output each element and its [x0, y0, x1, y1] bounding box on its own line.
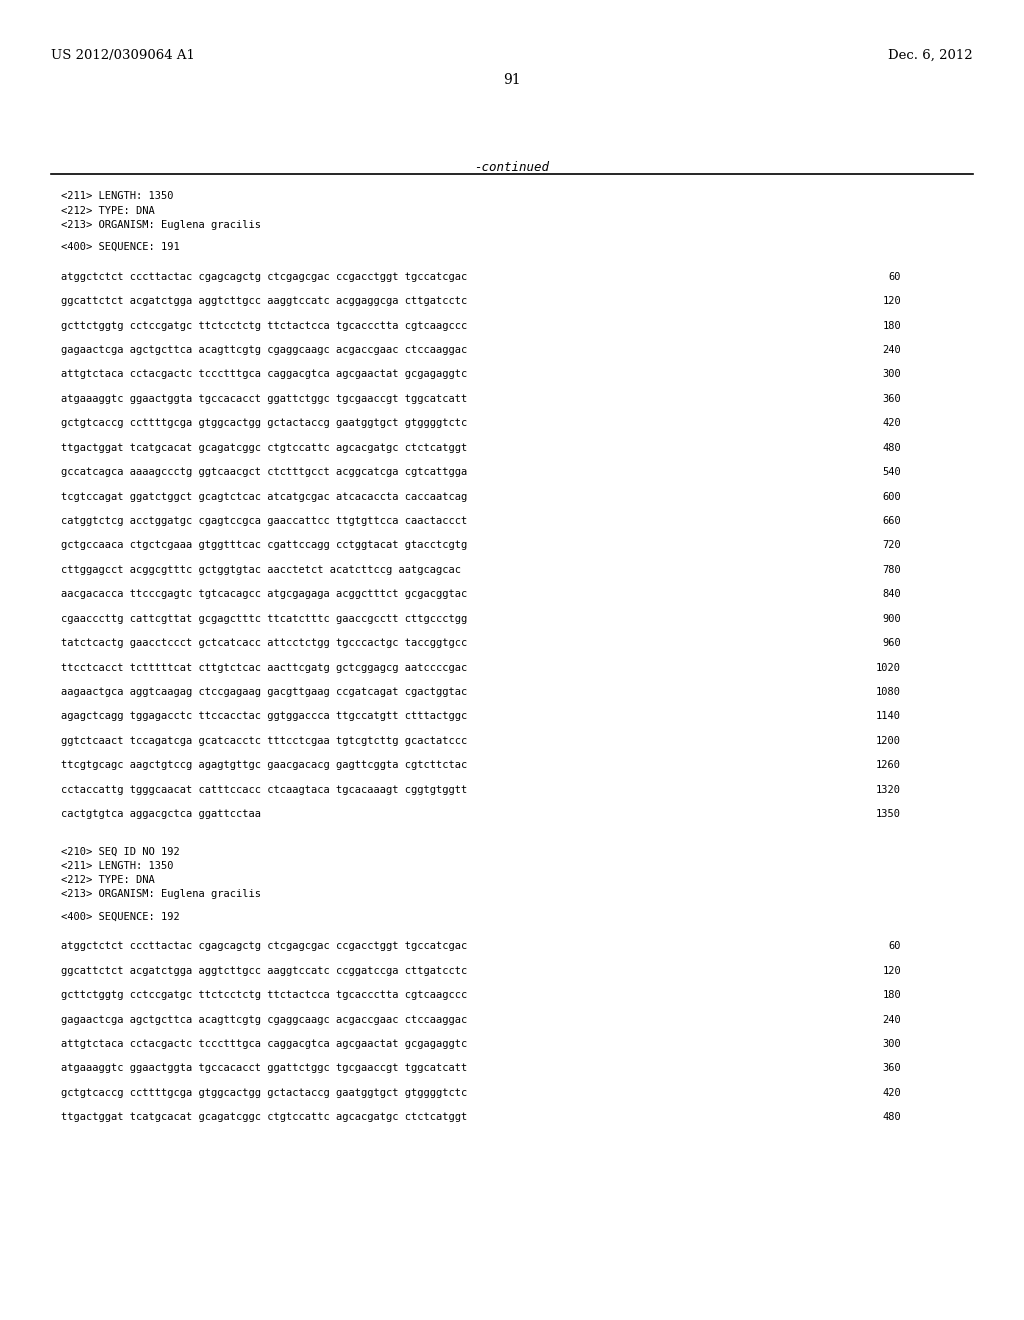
- Text: 120: 120: [883, 966, 901, 975]
- Text: cttggagcct acggcgtttc gctggtgtac aacctetct acatcttccg aatgcagcac: cttggagcct acggcgtttc gctggtgtac aacctet…: [61, 565, 462, 574]
- Text: agagctcagg tggagacctc ttccacctac ggtggaccca ttgccatgtt ctttactggc: agagctcagg tggagacctc ttccacctac ggtggac…: [61, 711, 468, 721]
- Text: 60: 60: [889, 272, 901, 281]
- Text: 1320: 1320: [877, 784, 901, 795]
- Text: atggctctct cccttactac cgagcagctg ctcgagcgac ccgacctggt tgccatcgac: atggctctct cccttactac cgagcagctg ctcgagc…: [61, 272, 468, 281]
- Text: <211> LENGTH: 1350: <211> LENGTH: 1350: [61, 861, 174, 871]
- Text: US 2012/0309064 A1: US 2012/0309064 A1: [51, 49, 196, 62]
- Text: gagaactcga agctgcttca acagttcgtg cgaggcaagc acgaccgaac ctccaaggac: gagaactcga agctgcttca acagttcgtg cgaggca…: [61, 345, 468, 355]
- Text: ttgactggat tcatgcacat gcagatcggc ctgtccattc agcacgatgc ctctcatggt: ttgactggat tcatgcacat gcagatcggc ctgtcca…: [61, 1113, 468, 1122]
- Text: cgaacccttg cattcgttat gcgagctttc ttcatctttc gaaccgcctt cttgccctgg: cgaacccttg cattcgttat gcgagctttc ttcatct…: [61, 614, 468, 623]
- Text: gctgtcaccg ccttttgcga gtggcactgg gctactaccg gaatggtgct gtggggtctc: gctgtcaccg ccttttgcga gtggcactgg gctacta…: [61, 418, 468, 428]
- Text: ttgactggat tcatgcacat gcagatcggc ctgtccattc agcacgatgc ctctcatggt: ttgactggat tcatgcacat gcagatcggc ctgtcca…: [61, 442, 468, 453]
- Text: 600: 600: [883, 491, 901, 502]
- Text: 60: 60: [889, 941, 901, 952]
- Text: gagaactcga agctgcttca acagttcgtg cgaggcaagc acgaccgaac ctccaaggac: gagaactcga agctgcttca acagttcgtg cgaggca…: [61, 1015, 468, 1024]
- Text: <212> TYPE: DNA: <212> TYPE: DNA: [61, 206, 156, 215]
- Text: gccatcagca aaaagccctg ggtcaacgct ctctttgcct acggcatcga cgtcattgga: gccatcagca aaaagccctg ggtcaacgct ctctttg…: [61, 467, 468, 477]
- Text: 480: 480: [883, 1113, 901, 1122]
- Text: 180: 180: [883, 321, 901, 330]
- Text: aagaactgca aggtcaagag ctccgagaag gacgttgaag ccgatcagat cgactggtac: aagaactgca aggtcaagag ctccgagaag gacgttg…: [61, 686, 468, 697]
- Text: ggcattctct acgatctgga aggtcttgcc aaggtccatc acggaggcga cttgatcctc: ggcattctct acgatctgga aggtcttgcc aaggtcc…: [61, 296, 468, 306]
- Text: <210> SEQ ID NO 192: <210> SEQ ID NO 192: [61, 846, 180, 857]
- Text: <212> TYPE: DNA: <212> TYPE: DNA: [61, 875, 156, 886]
- Text: 240: 240: [883, 1015, 901, 1024]
- Text: <400> SEQUENCE: 192: <400> SEQUENCE: 192: [61, 912, 180, 921]
- Text: <400> SEQUENCE: 191: <400> SEQUENCE: 191: [61, 242, 180, 252]
- Text: 300: 300: [883, 1039, 901, 1049]
- Text: 780: 780: [883, 565, 901, 574]
- Text: tcgtccagat ggatctggct gcagtctcac atcatgcgac atcacaccta caccaatcag: tcgtccagat ggatctggct gcagtctcac atcatgc…: [61, 491, 468, 502]
- Text: 91: 91: [503, 73, 521, 87]
- Text: atgaaaggtc ggaactggta tgccacacct ggattctggc tgcgaaccgt tggcatcatt: atgaaaggtc ggaactggta tgccacacct ggattct…: [61, 393, 468, 404]
- Text: 1260: 1260: [877, 760, 901, 770]
- Text: 420: 420: [883, 1088, 901, 1098]
- Text: 120: 120: [883, 296, 901, 306]
- Text: 900: 900: [883, 614, 901, 623]
- Text: cctaccattg tgggcaacat catttccacc ctcaagtaca tgcacaaagt cggtgtggtt: cctaccattg tgggcaacat catttccacc ctcaagt…: [61, 784, 468, 795]
- Text: attgtctaca cctacgactc tccctttgca caggacgtca agcgaactat gcgagaggtc: attgtctaca cctacgactc tccctttgca caggacg…: [61, 1039, 468, 1049]
- Text: 1200: 1200: [877, 735, 901, 746]
- Text: <213> ORGANISM: Euglena gracilis: <213> ORGANISM: Euglena gracilis: [61, 220, 261, 230]
- Text: 1080: 1080: [877, 686, 901, 697]
- Text: Dec. 6, 2012: Dec. 6, 2012: [888, 49, 973, 62]
- Text: ggtctcaact tccagatcga gcatcacctc tttcctcgaa tgtcgtcttg gcactatccc: ggtctcaact tccagatcga gcatcacctc tttcctc…: [61, 735, 468, 746]
- Text: gctgtcaccg ccttttgcga gtggcactgg gctactaccg gaatggtgct gtggggtctc: gctgtcaccg ccttttgcga gtggcactgg gctacta…: [61, 1088, 468, 1098]
- Text: 1350: 1350: [877, 809, 901, 818]
- Text: <211> LENGTH: 1350: <211> LENGTH: 1350: [61, 191, 174, 202]
- Text: <213> ORGANISM: Euglena gracilis: <213> ORGANISM: Euglena gracilis: [61, 890, 261, 899]
- Text: ggcattctct acgatctgga aggtcttgcc aaggtccatc ccggatccga cttgatcctc: ggcattctct acgatctgga aggtcttgcc aaggtcc…: [61, 966, 468, 975]
- Text: gctgccaaca ctgctcgaaa gtggtttcac cgattccagg cctggtacat gtacctcgtg: gctgccaaca ctgctcgaaa gtggtttcac cgattcc…: [61, 540, 468, 550]
- Text: gcttctggtg cctccgatgc ttctcctctg ttctactcca tgcaccctta cgtcaagccc: gcttctggtg cctccgatgc ttctcctctg ttctact…: [61, 321, 468, 330]
- Text: cactgtgtca aggacgctca ggattcctaa: cactgtgtca aggacgctca ggattcctaa: [61, 809, 261, 818]
- Text: 840: 840: [883, 589, 901, 599]
- Text: gcttctggtg cctccgatgc ttctcctctg ttctactcca tgcaccctta cgtcaagccc: gcttctggtg cctccgatgc ttctcctctg ttctact…: [61, 990, 468, 1001]
- Text: 480: 480: [883, 442, 901, 453]
- Text: aacgacacca ttcccgagtc tgtcacagcc atgcgagaga acggctttct gcgacggtac: aacgacacca ttcccgagtc tgtcacagcc atgcgag…: [61, 589, 468, 599]
- Text: 420: 420: [883, 418, 901, 428]
- Text: 180: 180: [883, 990, 901, 1001]
- Text: atgaaaggtc ggaactggta tgccacacct ggattctggc tgcgaaccgt tggcatcatt: atgaaaggtc ggaactggta tgccacacct ggattct…: [61, 1064, 468, 1073]
- Text: catggtctcg acctggatgc cgagtccgca gaaccattcc ttgtgttcca caactaccct: catggtctcg acctggatgc cgagtccgca gaaccat…: [61, 516, 468, 525]
- Text: 1020: 1020: [877, 663, 901, 672]
- Text: ttcgtgcagc aagctgtccg agagtgttgc gaacgacacg gagttcggta cgtcttctac: ttcgtgcagc aagctgtccg agagtgttgc gaacgac…: [61, 760, 468, 770]
- Text: 300: 300: [883, 370, 901, 379]
- Text: 540: 540: [883, 467, 901, 477]
- Text: ttcctcacct tctttttcat cttgtctcac aacttcgatg gctcggagcg aatccccgac: ttcctcacct tctttttcat cttgtctcac aacttcg…: [61, 663, 468, 672]
- Text: attgtctaca cctacgactc tccctttgca caggacgtca agcgaactat gcgagaggtc: attgtctaca cctacgactc tccctttgca caggacg…: [61, 370, 468, 379]
- Text: 360: 360: [883, 393, 901, 404]
- Text: atggctctct cccttactac cgagcagctg ctcgagcgac ccgacctggt tgccatcgac: atggctctct cccttactac cgagcagctg ctcgagc…: [61, 941, 468, 952]
- Text: 360: 360: [883, 1064, 901, 1073]
- Text: 1140: 1140: [877, 711, 901, 721]
- Text: 720: 720: [883, 540, 901, 550]
- Text: 660: 660: [883, 516, 901, 525]
- Text: 960: 960: [883, 638, 901, 648]
- Text: tatctcactg gaacctccct gctcatcacc attcctctgg tgcccactgc taccggtgcc: tatctcactg gaacctccct gctcatcacc attcctc…: [61, 638, 468, 648]
- Text: -continued: -continued: [474, 161, 550, 174]
- Text: 240: 240: [883, 345, 901, 355]
